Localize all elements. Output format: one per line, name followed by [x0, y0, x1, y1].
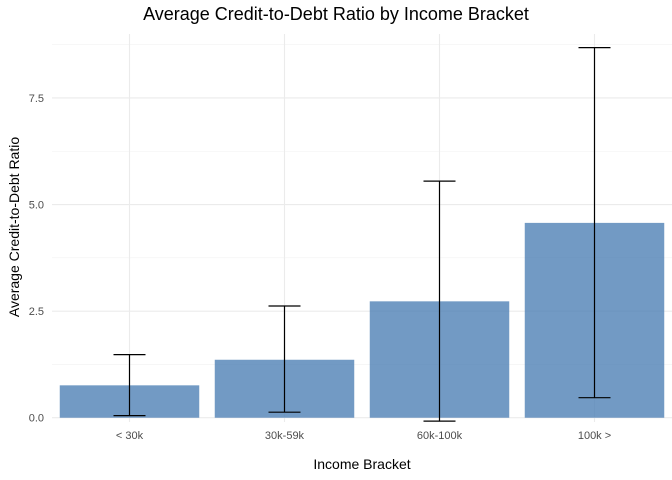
y-tick-label: 5.0: [29, 200, 44, 212]
x-tick-label: 60k-100k: [417, 430, 463, 442]
x-tick-label: < 30k: [116, 430, 144, 442]
x-tick-label: 30k-59k: [265, 430, 305, 442]
x-axis-title: Income Bracket: [313, 456, 411, 472]
chart-title: Average Credit-to-Debt Ratio by Income B…: [143, 4, 529, 24]
y-tick-label: 7.5: [29, 93, 44, 105]
y-tick-label: 2.5: [29, 306, 44, 318]
y-tick-label: 0.0: [29, 413, 44, 425]
y-axis-title: Average Credit-to-Debt Ratio: [6, 136, 22, 318]
x-tick-label: 100k >: [578, 430, 611, 442]
